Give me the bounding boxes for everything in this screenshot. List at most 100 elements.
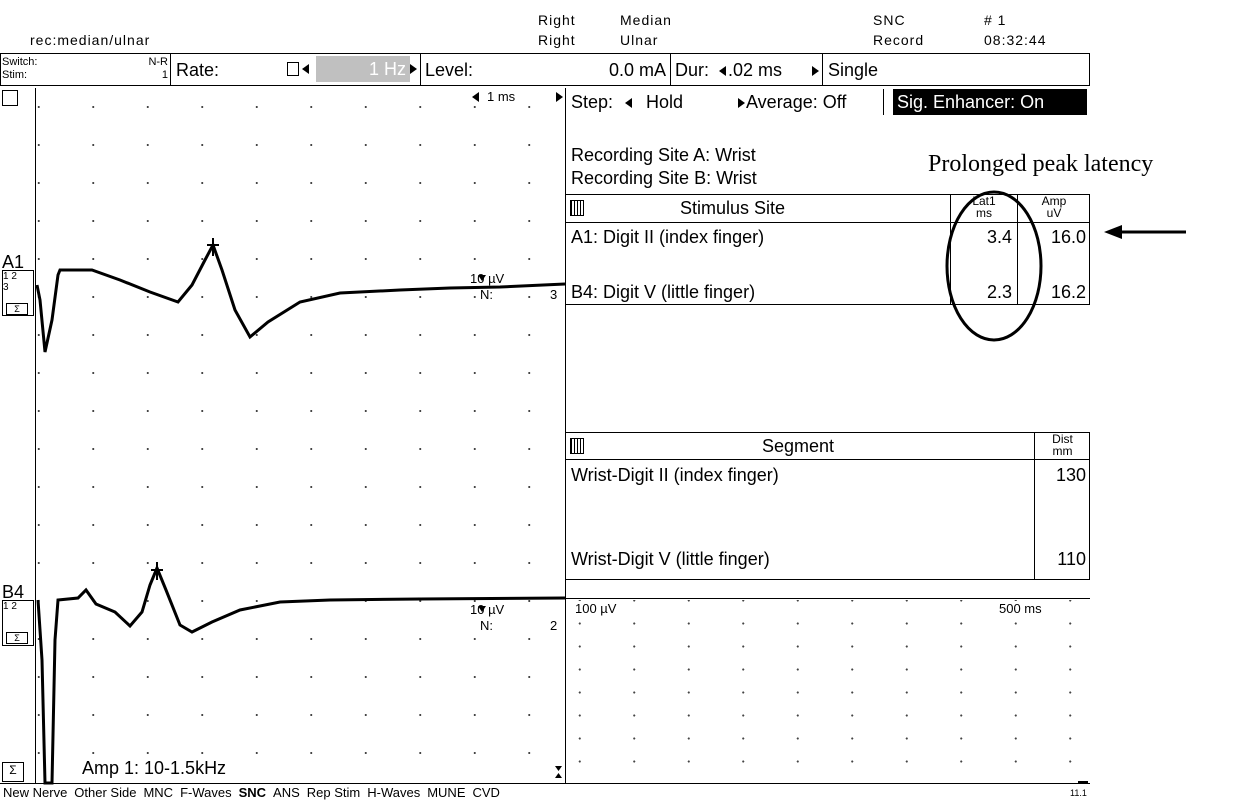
cell: B4: Digit V (little finger): [571, 282, 756, 302]
highlight-ellipse: [945, 190, 1043, 342]
channel-name: A1: [2, 252, 25, 272]
n: 3: [550, 287, 558, 302]
n-label: N:: [480, 287, 493, 302]
level-label: Level:: [425, 60, 474, 80]
menu-bar: New Nerve Other Side MNC F-Waves SNC ANS Rep S…: [3, 785, 507, 800]
mode: SNC: [873, 12, 906, 28]
sum-icon[interactable]: Σ: [6, 303, 28, 315]
recording-site: Recording Site B: Wrist: [571, 168, 757, 188]
n-label: N:: [480, 618, 493, 633]
menu-item[interactable]: ANS: [273, 785, 300, 800]
dur[interactable]: .02 ms: [728, 60, 783, 80]
recording-site: Recording Site A: Wrist: [571, 145, 756, 165]
divider: [420, 53, 421, 86]
stimulus-table: [565, 194, 1090, 305]
sensitivity: 10 µV: [470, 602, 505, 617]
arrow: [812, 66, 819, 76]
column-header: Stimulus Site: [680, 198, 786, 218]
unit: mm: [1052, 444, 1073, 458]
number: # 1: [984, 12, 1007, 28]
table-icon[interactable]: [570, 438, 584, 454]
stim-label: Stim:: [2, 69, 28, 81]
trace-grid: [36, 106, 564, 782]
column-header: Dist mm: [1036, 433, 1089, 457]
menu-item[interactable]: Other Side: [74, 785, 137, 800]
trace-a1: [35, 241, 566, 353]
cell: 110: [1057, 549, 1086, 569]
n: 2: [550, 618, 558, 633]
side: Right: [538, 32, 576, 48]
rate[interactable]: 1 Hz: [316, 56, 410, 82]
extra: 3: [3, 282, 9, 293]
step[interactable]: Hold: [646, 92, 684, 112]
checkbox[interactable]: [287, 62, 299, 76]
menu-item[interactable]: SNC: [238, 785, 267, 800]
channel-box[interactable]: 1 2: [2, 600, 34, 646]
annotation: Prolonged peak latency: [928, 151, 1154, 177]
cursor: [151, 562, 163, 580]
inputs: 1 2: [3, 271, 17, 282]
arrow: [478, 275, 486, 281]
menu-item[interactable]: Rep Stim: [306, 785, 361, 800]
divider: [670, 53, 671, 86]
menu-item[interactable]: New Nerve: [3, 785, 68, 800]
unit: uV: [1046, 206, 1062, 220]
nerve: Median: [620, 12, 672, 28]
table-icon[interactable]: [570, 200, 584, 216]
arrow: [555, 766, 562, 771]
single[interactable]: Single: [828, 60, 879, 80]
arrow: [478, 606, 486, 612]
divider: [883, 89, 884, 115]
column-header: Lat1 ms: [952, 195, 1016, 219]
nerve: Ulnar: [620, 32, 659, 48]
border: [0, 783, 1090, 784]
label: Amp: [1041, 194, 1067, 208]
border: [35, 88, 36, 783]
arrow: [738, 98, 745, 108]
unit: ms: [976, 206, 992, 220]
toolbar: [0, 53, 1090, 86]
cell: Wrist-Digit II (index finger): [571, 465, 779, 485]
menu-item[interactable]: MNC: [143, 785, 174, 800]
level: 0.0 mA: [608, 60, 666, 80]
cursor: [207, 238, 219, 256]
step-label: Step:: [571, 92, 614, 112]
enhancer[interactable]: Sig. Enhancer: On: [893, 89, 1087, 115]
scope-grid: [567, 600, 1089, 782]
cell: 16.2: [1050, 282, 1086, 302]
arrow: [410, 64, 417, 74]
timebase: 1 ms: [487, 89, 516, 104]
menu-item[interactable]: MUNE: [427, 785, 466, 800]
channel-name: B4: [2, 582, 25, 602]
inputs: 1 2: [3, 601, 17, 612]
cell: Wrist-Digit V (little finger): [571, 549, 770, 569]
segment-table: [565, 432, 1090, 580]
cell: 3.4: [986, 227, 1012, 247]
border: [565, 598, 1090, 599]
cell: 2.3: [986, 282, 1012, 302]
rule: [1017, 194, 1018, 305]
sum-icon[interactable]: Σ: [2, 762, 24, 782]
cell: 16.0: [1050, 227, 1086, 247]
label: Lat1: [972, 194, 996, 208]
dur-label: Dur:: [675, 60, 710, 80]
sensitivity: 10 µV: [470, 271, 505, 286]
average[interactable]: Average: Off: [746, 92, 847, 112]
menu-item[interactable]: CVD: [472, 785, 500, 800]
trace-b4: [36, 564, 566, 785]
sum-icon[interactable]: Σ: [6, 632, 28, 644]
divider: [822, 53, 823, 86]
menu-icon[interactable]: [2, 90, 18, 106]
rule: [950, 194, 951, 305]
arrow: [556, 92, 563, 102]
arrow: [472, 92, 479, 102]
arrow: [625, 98, 632, 108]
menu-item[interactable]: H-Waves: [367, 785, 421, 800]
switch-value: N-R: [148, 56, 168, 68]
menu-item[interactable]: F-Waves: [180, 785, 232, 800]
time: 08:32:44: [984, 32, 1047, 48]
rate-label: Rate:: [176, 60, 220, 80]
